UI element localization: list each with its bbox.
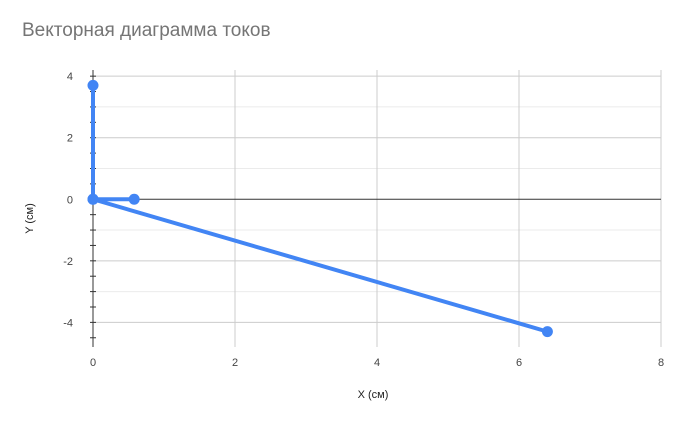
x-tick-label: 6 xyxy=(516,357,522,369)
y-tick-label: 4 xyxy=(67,71,73,83)
y-tick-label: -2 xyxy=(63,256,73,268)
x-tick-label: 8 xyxy=(658,357,664,369)
data-point xyxy=(541,326,553,338)
axes xyxy=(90,70,661,347)
x-tick-label: 4 xyxy=(374,357,380,369)
y-tick-label: -4 xyxy=(63,317,73,329)
data-point xyxy=(87,79,99,91)
data-point xyxy=(128,193,140,205)
x-axis-title: X (см) xyxy=(358,389,389,401)
series-line xyxy=(91,83,550,334)
data-point xyxy=(87,193,99,205)
x-tick-labels: 0 2 4 6 8 xyxy=(90,357,664,369)
y-tick-labels: -4 -2 0 2 4 xyxy=(63,71,73,329)
y-tick-label: 2 xyxy=(67,133,73,145)
y-tick-label: 0 xyxy=(67,194,73,206)
y-axis-title: Y (см) xyxy=(24,203,36,234)
points-layer xyxy=(87,79,553,338)
major-grid xyxy=(93,70,662,347)
series-layer xyxy=(91,83,550,334)
chart-title: Векторная диаграмма токов xyxy=(22,20,271,41)
x-tick-label: 2 xyxy=(232,357,238,369)
x-tick-label: 0 xyxy=(90,357,96,369)
